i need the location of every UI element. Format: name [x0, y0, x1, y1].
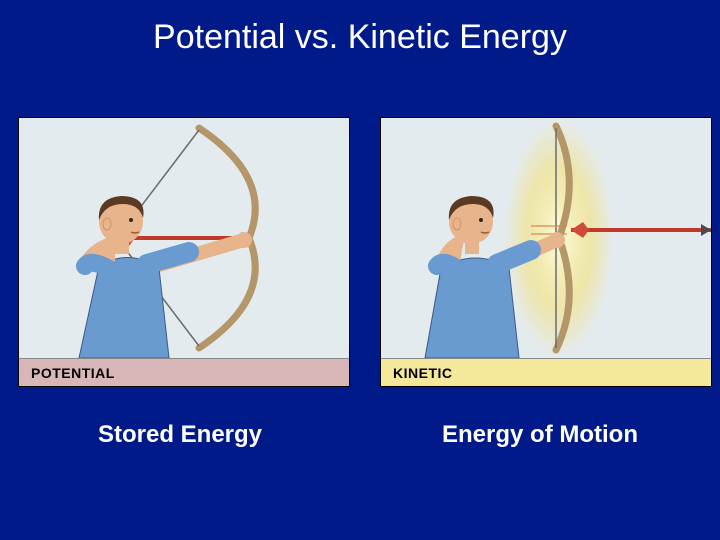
archer-release-svg	[381, 118, 711, 358]
panel-kinetic: KINETIC	[380, 117, 712, 387]
panel-label-potential: POTENTIAL	[19, 358, 349, 386]
illustration-kinetic	[381, 118, 711, 358]
caption-potential: Stored Energy	[0, 421, 360, 449]
panel-label-kinetic: KINETIC	[381, 358, 711, 386]
panel-row: POTENTIAL	[0, 57, 720, 387]
caption-row: Stored Energy Energy of Motion	[0, 387, 720, 449]
archer-drawn-svg	[19, 118, 349, 358]
slide-title: Potential vs. Kinetic Energy	[0, 0, 720, 57]
illustration-potential	[19, 118, 349, 358]
caption-kinetic: Energy of Motion	[360, 421, 720, 449]
panel-potential: POTENTIAL	[18, 117, 350, 387]
